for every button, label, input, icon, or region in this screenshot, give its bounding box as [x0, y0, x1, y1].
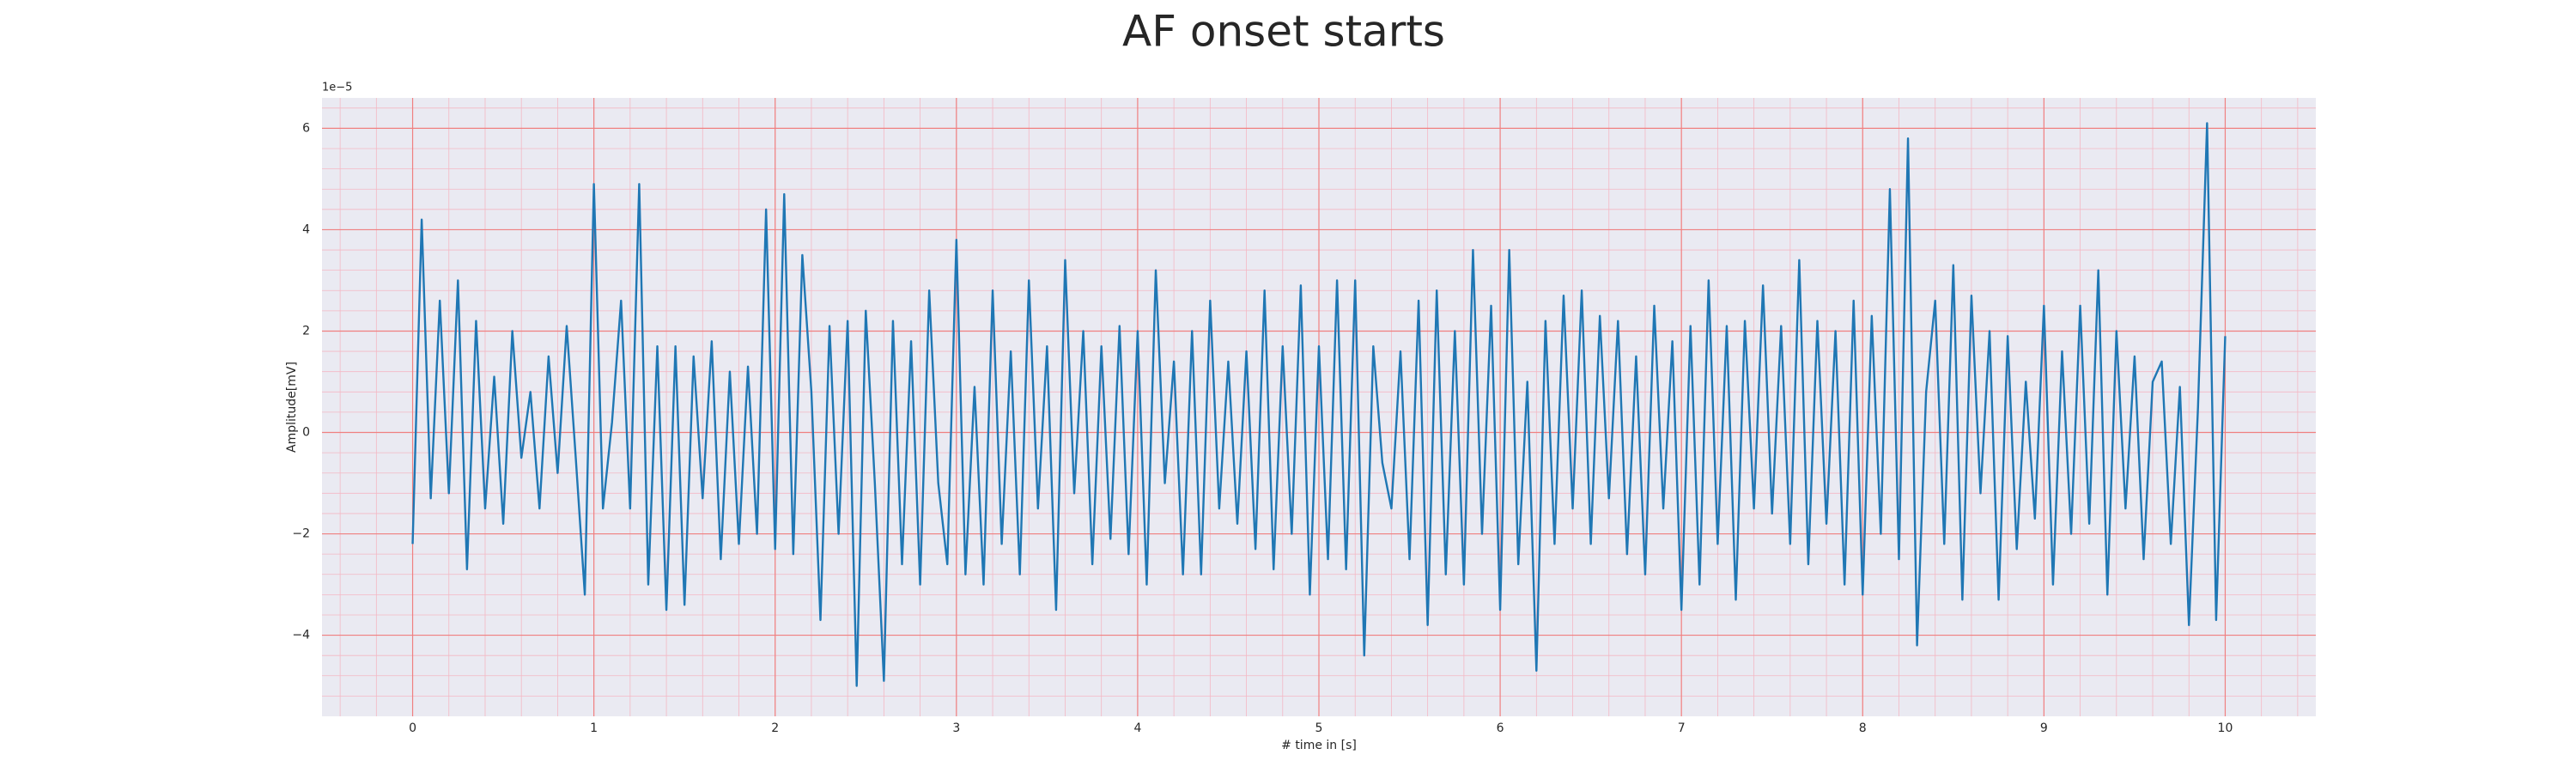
y-offset-label: 1e−5: [322, 82, 352, 94]
x-tick-label: 0: [409, 721, 416, 735]
x-tick-label: 5: [1315, 721, 1323, 735]
x-tick-label: 9: [2040, 721, 2048, 735]
signal-line: [411, 122, 2227, 687]
chart-title: AF onset starts: [1122, 7, 1445, 57]
x-tick-label: 4: [1133, 721, 1141, 735]
x-tick-label: 2: [771, 721, 779, 735]
y-tick-label: −2: [292, 527, 310, 541]
y-tick-label: 4: [302, 222, 310, 236]
x-tick-label: 1: [590, 721, 598, 735]
y-tick-label: −4: [292, 629, 310, 642]
y-tick-label: 0: [302, 426, 310, 440]
x-tick-label: 3: [952, 721, 960, 735]
x-axis-label: # time in [s]: [1281, 739, 1357, 752]
x-tick-label: 7: [1678, 721, 1686, 735]
y-axis-label: Amplitude[mV]: [285, 362, 299, 453]
x-tick-label: 10: [2218, 721, 2233, 735]
y-tick-label: 6: [302, 121, 310, 135]
x-tick-label: 6: [1497, 721, 1504, 735]
y-tick-label: 2: [302, 324, 310, 338]
x-tick-label: 8: [1859, 721, 1867, 735]
marks: [411, 122, 2227, 687]
